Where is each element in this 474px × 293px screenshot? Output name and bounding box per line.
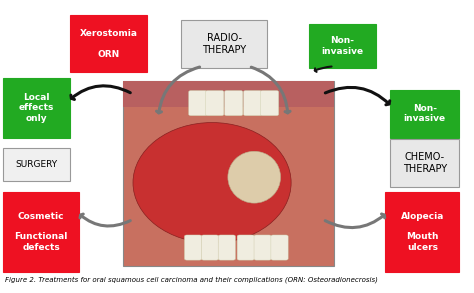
FancyBboxPatch shape	[184, 235, 202, 260]
Text: Figure 2. Treatments for oral squamous cell carcinoma and their complications (O: Figure 2. Treatments for oral squamous c…	[5, 276, 378, 283]
FancyBboxPatch shape	[385, 192, 459, 272]
FancyBboxPatch shape	[271, 235, 288, 260]
Text: Cosmetic

Functional
defects: Cosmetic Functional defects	[15, 212, 68, 252]
FancyBboxPatch shape	[309, 24, 376, 68]
FancyBboxPatch shape	[390, 139, 459, 187]
Bar	[124, 81, 334, 107]
FancyBboxPatch shape	[70, 15, 146, 72]
Ellipse shape	[133, 122, 291, 243]
FancyBboxPatch shape	[201, 235, 219, 260]
Ellipse shape	[228, 151, 281, 203]
Text: Alopecia

Mouth
ulcers: Alopecia Mouth ulcers	[401, 212, 444, 252]
FancyBboxPatch shape	[254, 235, 271, 260]
Text: RADIO-
THERAPY: RADIO- THERAPY	[202, 33, 246, 54]
FancyBboxPatch shape	[225, 91, 243, 116]
Text: Local
effects
only: Local effects only	[19, 93, 55, 123]
Bar	[124, 81, 334, 266]
FancyBboxPatch shape	[3, 78, 70, 138]
Text: CHEMO-
THERAPY: CHEMO- THERAPY	[402, 152, 447, 174]
FancyBboxPatch shape	[206, 91, 224, 116]
Text: Xerostomia

ORN: Xerostomia ORN	[80, 29, 137, 59]
Text: Non-
invasive: Non- invasive	[404, 104, 446, 123]
Text: Non-
invasive: Non- invasive	[321, 36, 364, 56]
FancyBboxPatch shape	[237, 235, 255, 260]
FancyBboxPatch shape	[218, 235, 236, 260]
FancyBboxPatch shape	[390, 90, 459, 138]
FancyBboxPatch shape	[244, 91, 262, 116]
FancyBboxPatch shape	[260, 91, 279, 116]
FancyBboxPatch shape	[3, 148, 70, 181]
FancyBboxPatch shape	[182, 20, 267, 68]
FancyBboxPatch shape	[189, 91, 207, 116]
Text: SURGERY: SURGERY	[16, 160, 58, 169]
FancyBboxPatch shape	[3, 192, 80, 272]
